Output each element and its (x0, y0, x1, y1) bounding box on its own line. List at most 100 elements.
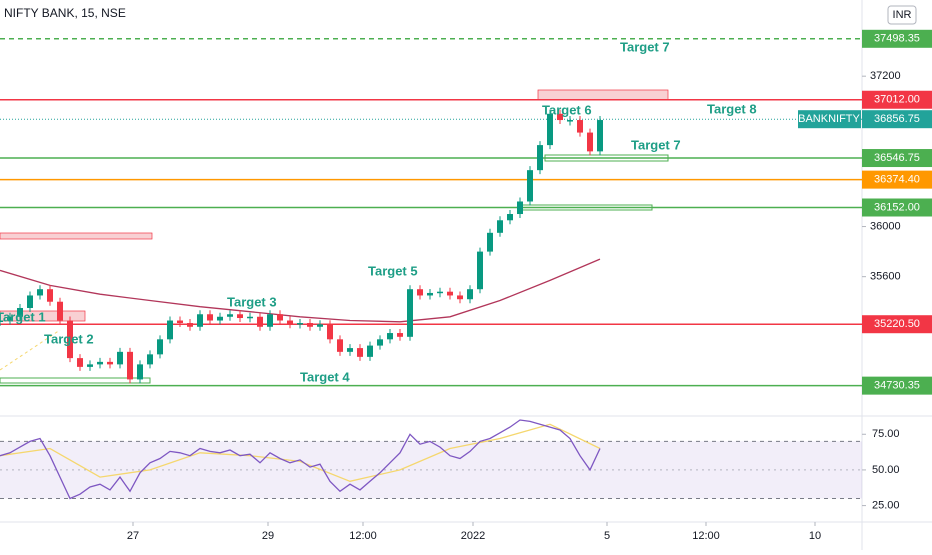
trend-line (0, 329, 61, 371)
candle (537, 145, 543, 171)
candle (597, 120, 603, 152)
candle (587, 132, 593, 152)
level-label-box (862, 376, 932, 395)
candle (227, 314, 233, 317)
x-tick-label: 5 (604, 530, 610, 542)
level-label: 36152.00 (874, 201, 920, 213)
candle (467, 289, 473, 300)
level-label: 37498.35 (874, 33, 920, 45)
candle (567, 120, 573, 122)
rsi-line (0, 423, 601, 482)
candle (17, 307, 23, 317)
candle (57, 301, 63, 321)
candle (197, 314, 203, 327)
candle (367, 345, 373, 357)
candle (157, 339, 163, 355)
candle (117, 351, 123, 365)
x-tick-label: 27 (127, 530, 139, 542)
candle (167, 320, 173, 340)
candle (547, 113, 553, 146)
candle (337, 339, 343, 352)
candle (297, 323, 303, 325)
candle (177, 320, 183, 324)
candle (377, 339, 383, 346)
x-tick-label: 29 (262, 530, 274, 542)
x-tick-label: 12:00 (692, 530, 720, 542)
candle (317, 324, 323, 327)
candle (447, 291, 453, 296)
candle (187, 323, 193, 327)
level-label: 34730.35 (874, 380, 920, 392)
x-tick-label: 10 (809, 530, 821, 542)
candle (107, 361, 113, 365)
level-label-box (862, 149, 932, 168)
candle (67, 320, 73, 359)
candle (397, 333, 403, 337)
annotation: Target 3 (227, 294, 277, 309)
candle (457, 295, 463, 300)
candle (387, 333, 393, 340)
candle (437, 291, 443, 294)
symbol-label: BANKNIFTY (798, 113, 860, 125)
candle (137, 364, 143, 380)
candle (357, 348, 363, 357)
zone (0, 232, 153, 240)
y-tick-label: 75.00 (872, 428, 900, 440)
candle (207, 314, 213, 321)
level-label: 36546.75 (874, 152, 920, 164)
candle (37, 289, 43, 296)
moving-average (0, 258, 601, 323)
annotation: Target 7 (620, 39, 670, 54)
y-tick-label: 25.00 (872, 499, 900, 511)
annotation: Target 5 (368, 263, 418, 278)
candle (97, 361, 103, 365)
zone (0, 377, 151, 384)
rsi-line (0, 419, 601, 500)
candle (517, 201, 523, 215)
candle (487, 232, 493, 252)
currency-box (887, 5, 917, 25)
candle (127, 351, 133, 380)
candle (577, 120, 583, 133)
candle (507, 214, 513, 221)
level-label: 35220.50 (874, 318, 920, 330)
annotation: Target 2 (44, 331, 94, 346)
candle (217, 316, 223, 321)
candle (477, 251, 483, 290)
annotation: Target 1 (0, 309, 46, 324)
candle (147, 354, 153, 365)
level-label-box (862, 110, 932, 129)
candle (327, 324, 333, 340)
level-label-box (862, 29, 932, 48)
candle (7, 316, 13, 321)
level-label: 36374.40 (874, 174, 920, 186)
y-tick-label: 36000 (870, 220, 901, 232)
annotation: Target 7 (631, 137, 681, 152)
annotation: Target 6 (542, 102, 592, 117)
y-tick-label: 50.00 (872, 464, 900, 476)
candle (267, 314, 273, 327)
candle (47, 289, 53, 302)
symbol-box (798, 110, 861, 129)
candle (527, 170, 533, 202)
candle (407, 289, 413, 337)
level-label: 36856.75 (874, 113, 920, 125)
candle (87, 364, 93, 367)
x-tick-label: 12:00 (349, 530, 377, 542)
zone (537, 89, 669, 101)
candle (0, 320, 3, 323)
candle (237, 314, 243, 319)
x-tick-label: 2022 (461, 530, 485, 542)
level-label-box (862, 198, 932, 217)
candle (347, 348, 353, 352)
candle (557, 113, 563, 121)
currency: INR (893, 9, 912, 21)
candle (417, 289, 423, 296)
zone (0, 310, 86, 322)
candle (277, 314, 283, 321)
y-tick-label: 37200 (870, 70, 901, 82)
level-label: 37012.00 (874, 94, 920, 106)
annotation: Target 8 (707, 101, 757, 116)
